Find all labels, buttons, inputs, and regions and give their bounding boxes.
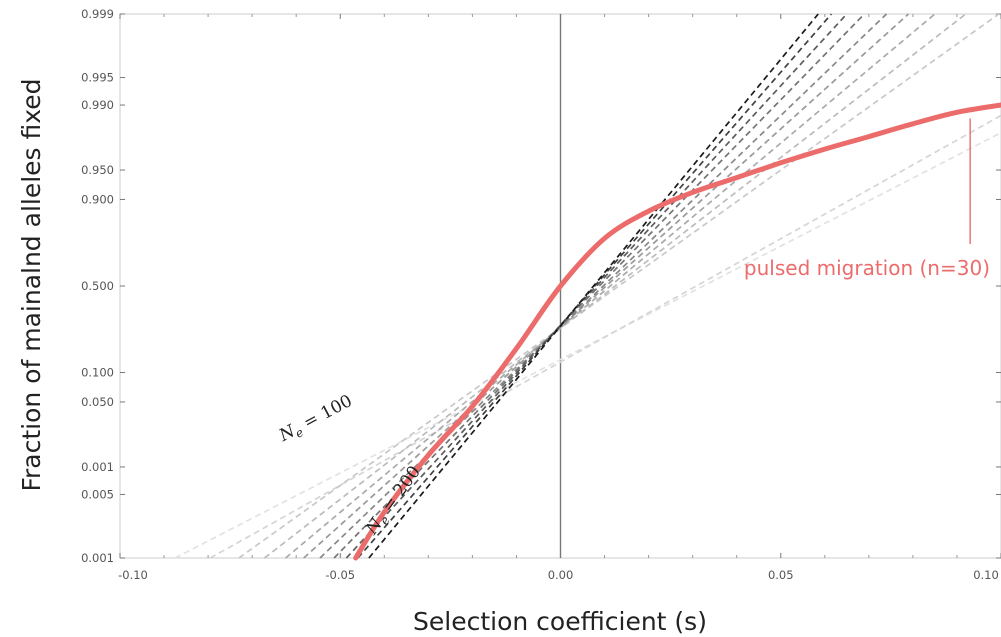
y-tick-label: 0.001 (81, 460, 114, 474)
y-tick-label: 0.001 (81, 551, 114, 565)
y-tick-label: 0.100 (81, 366, 114, 380)
ne-line (209, 114, 1001, 559)
ne-line (174, 131, 1001, 559)
y-axis-label: Fraction of mainalnd alleles fixed (17, 78, 46, 491)
ne-line (263, 13, 967, 559)
pulsed-migration-label: pulsed migration (n=30) (744, 256, 990, 280)
x-tick-label: 0.10 (973, 568, 999, 582)
x-tick-label: 0.00 (548, 568, 574, 582)
y-tick-label: 0.990 (81, 98, 114, 112)
y-tick-label: 0.900 (81, 192, 114, 206)
y-tick-label: 0.050 (81, 395, 114, 409)
pulsed-migration-line (353, 102, 1001, 561)
ne-line (319, 13, 888, 559)
y-tick-label: 0.500 (81, 279, 114, 293)
ne-line (238, 13, 1000, 559)
y-tick-label: 0.999 (81, 7, 114, 21)
series (174, 13, 1001, 561)
x-tick-label: -0.05 (325, 568, 355, 582)
y-tick-label: 0.995 (81, 71, 114, 85)
ne-line (368, 13, 819, 559)
ne-line (303, 13, 910, 559)
x-tick-label: -0.10 (118, 568, 148, 582)
x-tick-label: 0.05 (768, 568, 794, 582)
y-tick-label: 0.950 (81, 163, 114, 177)
ne-line (345, 13, 848, 559)
y-tick-label: 0.005 (81, 487, 114, 501)
ne-line (333, 13, 866, 559)
ne-line (285, 13, 936, 559)
x-axis-label: Selection coefficient (s) (413, 607, 707, 636)
